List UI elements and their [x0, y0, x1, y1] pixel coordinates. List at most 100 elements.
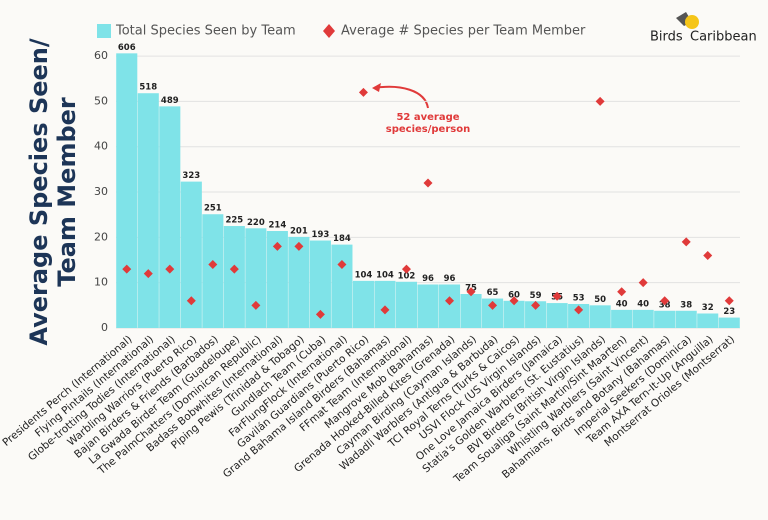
value-label: 38: [659, 300, 671, 310]
bar: [266, 231, 288, 328]
legend-swatch: [97, 24, 111, 38]
value-label: 59: [530, 291, 542, 301]
value-label: 606: [118, 43, 136, 53]
value-label: 65: [487, 288, 499, 298]
marker: [122, 264, 132, 274]
bar: [589, 305, 611, 328]
bar: [395, 281, 418, 328]
marker: [660, 296, 670, 306]
value-label: 102: [398, 271, 416, 281]
marker: [617, 287, 627, 297]
value-label: 40: [637, 299, 649, 309]
marker: [143, 269, 153, 279]
value-label: 104: [355, 270, 373, 280]
bar: [223, 226, 245, 328]
bar: [137, 93, 159, 328]
marker: [466, 287, 476, 297]
value-label: 53: [573, 293, 585, 303]
value-label: 50: [594, 295, 606, 305]
value-label: 96: [444, 274, 456, 284]
marker: [509, 296, 519, 306]
bar: [675, 310, 697, 328]
marker: [315, 309, 325, 319]
logo-text: Caribbean: [690, 30, 757, 45]
bar: [374, 280, 396, 328]
y-tick-label: 60: [94, 49, 108, 62]
marker: [703, 250, 713, 260]
bar: [632, 309, 654, 328]
value-label: 184: [333, 234, 351, 244]
value-label: 96: [422, 274, 434, 284]
bar: [503, 300, 525, 328]
y-tick-label: 20: [94, 230, 108, 243]
bar: [352, 280, 374, 328]
marker: [595, 96, 605, 106]
marker: [681, 237, 691, 247]
bar: [202, 214, 224, 328]
marker: [401, 264, 411, 274]
value-label: 220: [247, 218, 265, 228]
value-label: 60: [508, 290, 520, 300]
bar: [438, 284, 461, 328]
marker: [337, 260, 347, 270]
y-axis-label: Team Member: [53, 97, 81, 287]
marker: [488, 300, 498, 310]
bar: [288, 236, 310, 328]
marker: [380, 305, 390, 315]
bar: [180, 181, 202, 328]
value-label: 225: [225, 216, 243, 226]
bar: [309, 240, 331, 328]
value-label: 38: [680, 300, 692, 310]
y-tick-label: 40: [94, 140, 108, 153]
value-label: 489: [161, 96, 179, 106]
value-label: 214: [269, 221, 287, 231]
logo-text: Birds: [650, 30, 683, 45]
marker: [531, 300, 541, 310]
bar: [245, 228, 267, 328]
annotation: 52 average: [396, 112, 459, 123]
marker: [294, 241, 304, 251]
bar: [546, 303, 568, 328]
annotation-arrow: [373, 85, 429, 109]
bar: [697, 313, 719, 328]
bar: [417, 284, 439, 328]
marker: [724, 296, 734, 306]
logo-icon: [685, 15, 699, 29]
value-label: 518: [139, 83, 157, 93]
value-label: 251: [204, 204, 222, 214]
logo: Birds Caribbean: [650, 12, 757, 45]
marker: [445, 296, 455, 306]
bar: [460, 294, 482, 328]
bar: [568, 303, 590, 328]
annotation-arrow: [372, 83, 381, 92]
y-tick-label: 10: [94, 276, 108, 289]
marker: [165, 264, 175, 274]
bar: [718, 317, 740, 328]
marker: [229, 264, 239, 274]
value-label: 201: [290, 226, 308, 236]
marker: [186, 296, 196, 306]
value-label: 40: [616, 299, 628, 309]
bar: [611, 309, 633, 328]
bar: [654, 310, 676, 328]
marker: [638, 278, 648, 288]
marker: [208, 260, 218, 270]
marker: [423, 178, 433, 188]
legend-label: Total Species Seen by Team: [115, 24, 296, 39]
annotation: species/person: [386, 124, 470, 135]
y-tick-label: 50: [94, 94, 108, 107]
value-label: 104: [376, 270, 394, 280]
marker: [574, 305, 584, 315]
legend-swatch: [323, 24, 335, 38]
value-label: 193: [312, 230, 330, 240]
bar: [116, 53, 138, 329]
marker: [552, 291, 562, 301]
y-axis-label: Average Species Seen/: [25, 38, 53, 346]
value-label: 32: [702, 303, 714, 313]
y-tick-label: 0: [101, 321, 108, 334]
bar: [159, 106, 181, 328]
value-label: 23: [723, 307, 735, 317]
marker: [358, 87, 368, 97]
legend-label: Average # Species per Team Member: [341, 24, 586, 39]
